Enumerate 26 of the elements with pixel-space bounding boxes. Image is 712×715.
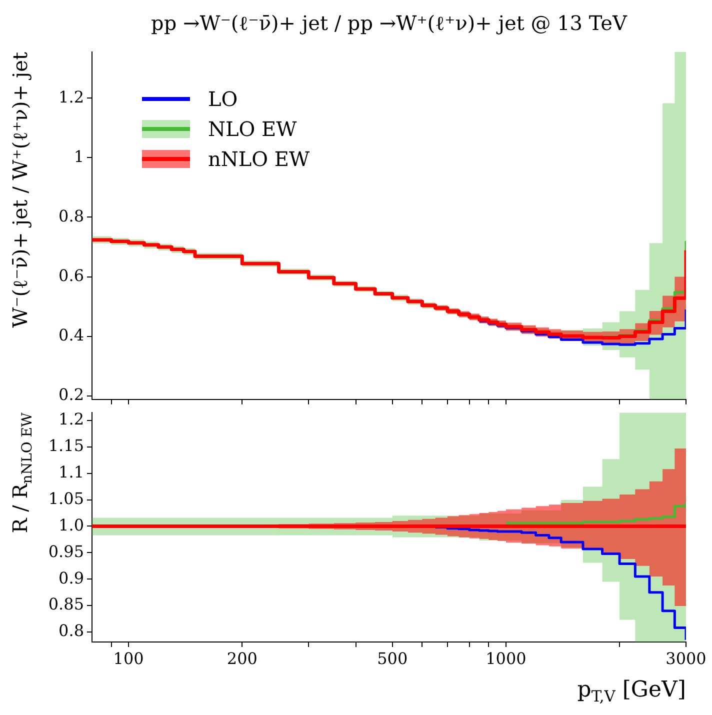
y-tick-label: 0.95 bbox=[48, 542, 84, 561]
x-tick-label: 3000 bbox=[666, 648, 706, 668]
x-tick-label: 500 bbox=[377, 648, 408, 668]
y-tick-label: 0.2 bbox=[58, 384, 84, 404]
legend-label: nNLO EW bbox=[208, 147, 310, 171]
chart-title: pp →W⁻(ℓ⁻ν̄)+ jet / pp →W⁺(ℓ⁺ν)+ jet @ 13 TeV bbox=[151, 11, 628, 36]
y-tick-label: 1 bbox=[74, 146, 84, 166]
x-tick-label: 100 bbox=[113, 648, 144, 668]
y-tick-label: 1.15 bbox=[48, 436, 84, 456]
legend-label: LO bbox=[208, 87, 238, 111]
y-tick-label: 0.85 bbox=[48, 594, 84, 614]
x-tick-label: 1000 bbox=[486, 648, 526, 668]
y-tick-label: 1.0 bbox=[58, 515, 84, 534]
y-tick-label: 1.2 bbox=[58, 410, 84, 429]
legend-label: NLO EW bbox=[208, 117, 297, 141]
y-tick-label: 1.1 bbox=[58, 462, 84, 482]
y-tick-label: 0.8 bbox=[58, 206, 84, 226]
y-tick-label: 0.4 bbox=[58, 325, 84, 344]
y-tick-label: 1.05 bbox=[48, 488, 84, 508]
x-tick-label: 200 bbox=[226, 648, 258, 668]
y-axis-title: W⁻(ℓ⁻ν̄)+ jet / W⁺(ℓ⁺ν)+ jet bbox=[8, 52, 32, 328]
y-axis-title: R / RnNLO EW bbox=[8, 412, 36, 534]
y-tick-label: 0.6 bbox=[58, 266, 84, 285]
y-tick-label: 1.2 bbox=[58, 87, 84, 106]
y-tick-label: 0.8 bbox=[58, 621, 84, 640]
y-tick-label: 0.9 bbox=[58, 568, 84, 588]
